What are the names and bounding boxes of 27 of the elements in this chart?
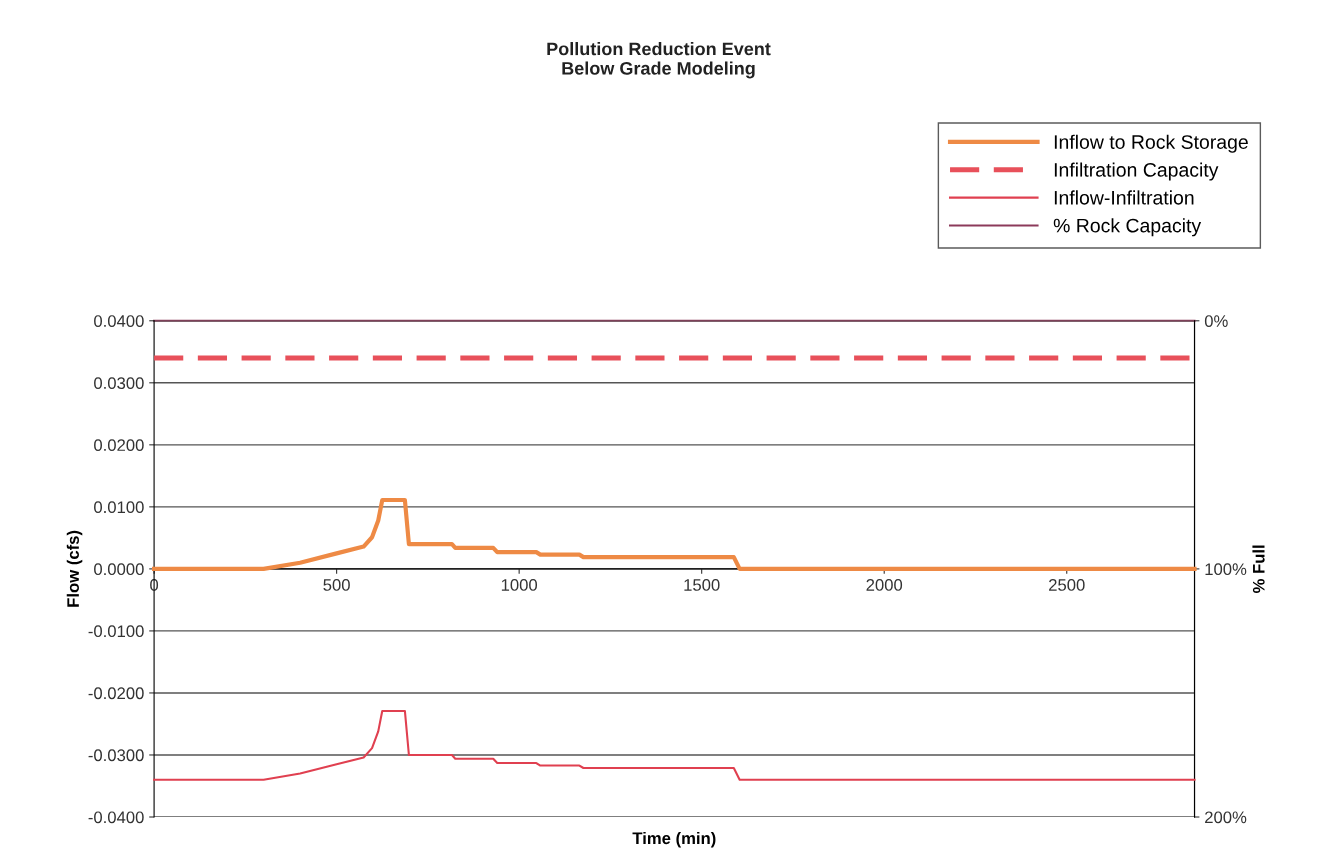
- legend-label: Infiltration Capacity: [1054, 162, 1219, 181]
- legend-label: % Rock Capacity: [1053, 218, 1202, 237]
- y-tick-label: 0.0200: [94, 439, 144, 452]
- x-tick-label: 2500: [1049, 579, 1085, 591]
- chart-title: Pollution Reduction Event Below Grade Modeling: [547, 42, 771, 79]
- y-tick-label: 0.0100: [94, 501, 144, 514]
- x-tick-label: 2000: [866, 579, 903, 591]
- y2-tick-label: 200%: [1205, 811, 1247, 824]
- x-tick-label: 1000: [501, 579, 538, 591]
- legend-label: Inflow to Rock Storage: [1054, 134, 1248, 153]
- legend-label: Inflow-Infiltration: [1054, 190, 1194, 205]
- y-tick-label: -0.0100: [88, 625, 144, 638]
- line-series: [152, 497, 1197, 571]
- y-tick-label: 0.0400: [94, 315, 144, 327]
- y-tick-label: -0.0400: [88, 811, 144, 824]
- y2-axis-title: % Full: [1252, 545, 1265, 594]
- y-axis-title: Flow (cfs): [66, 530, 83, 607]
- y2-tick-label: 100%: [1205, 563, 1247, 576]
- y-tick-label: 0.0000: [94, 563, 144, 576]
- y-tick-label: 0.0300: [94, 377, 144, 390]
- line-series: [153, 709, 1196, 781]
- y2-tick-label: 0%: [1204, 315, 1228, 327]
- x-tick-label: 500: [323, 579, 350, 591]
- y-tick-label: -0.0300: [88, 749, 144, 762]
- y-tick-label: -0.0200: [88, 687, 144, 700]
- x-tick-label: 1500: [684, 579, 720, 591]
- x-axis-title: Time (min): [632, 831, 716, 848]
